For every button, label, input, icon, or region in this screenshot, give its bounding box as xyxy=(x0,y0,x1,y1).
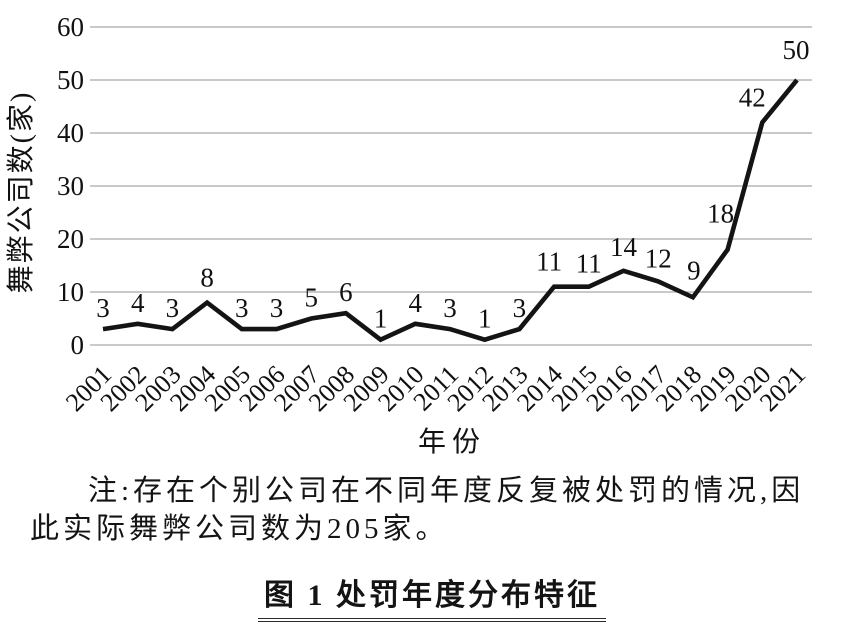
note-line-1: 注:存在个别公司在不同年度反复被处罚的情况,因 xyxy=(88,475,805,507)
y-tick-label: 50 xyxy=(57,65,84,95)
figure-caption: 图 1 处罚年度分布特征 xyxy=(258,570,606,622)
data-point-label: 3 xyxy=(443,293,457,323)
data-point-label: 3 xyxy=(166,293,180,323)
data-point-label: 12 xyxy=(645,243,672,273)
y-axis-title: 舞弊公司数(家) xyxy=(5,91,37,294)
data-point-label: 14 xyxy=(610,232,638,262)
figure-caption-row: 图 1 处罚年度分布特征 xyxy=(0,570,864,622)
data-point-label: 50 xyxy=(783,35,810,65)
x-axis-title: 年份 xyxy=(418,426,486,458)
data-point-label: 4 xyxy=(131,288,145,318)
y-tick-label: 60 xyxy=(57,12,84,42)
data-point-label: 1 xyxy=(478,304,492,334)
data-point-label: 3 xyxy=(96,293,110,323)
data-point-label: 11 xyxy=(576,249,602,279)
data-point-label: 11 xyxy=(536,247,562,277)
data-point-label: 3 xyxy=(270,293,284,323)
figure-note: 注:存在个别公司在不同年度反复被处罚的情况,因 此实际舞弊公司数为205家。 xyxy=(30,472,840,548)
data-point-label: 5 xyxy=(304,283,318,313)
note-line-2: 此实际舞弊公司数为205家。 xyxy=(30,513,449,545)
data-point-label: 18 xyxy=(707,199,734,229)
data-point-label: 8 xyxy=(200,263,214,293)
y-tick-label: 0 xyxy=(71,330,85,360)
data-point-label: 9 xyxy=(687,255,701,285)
data-point-label: 6 xyxy=(339,277,353,307)
data-series-line xyxy=(102,78,799,343)
y-tick-label: 40 xyxy=(57,118,84,148)
y-tick-label: 10 xyxy=(57,277,84,307)
y-tick-label: 30 xyxy=(57,171,84,201)
data-point-label: 4 xyxy=(409,288,423,318)
line-chart: 0 10 20 30 40 50 60 舞弊公司数(家) 3 4 3 8 3 3 5 6 1 4 3 1 3 11 11 14… xyxy=(5,12,812,458)
data-point-label: 1 xyxy=(374,304,388,334)
data-point-label: 3 xyxy=(235,293,249,323)
data-point-label: 3 xyxy=(513,293,527,323)
y-tick-label: 20 xyxy=(57,224,84,254)
data-point-label: 42 xyxy=(739,82,766,112)
